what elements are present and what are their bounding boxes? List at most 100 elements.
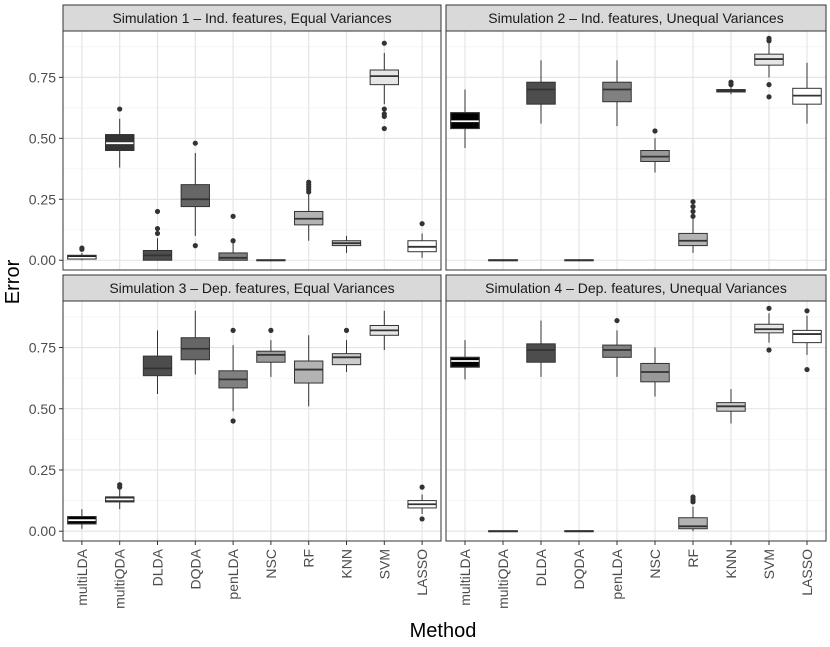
boxplot-SVM xyxy=(369,40,399,132)
outlier-point xyxy=(192,243,198,249)
boxplot-DLDA xyxy=(142,330,173,395)
x-tick-label: RF xyxy=(685,549,701,568)
x-tick-label: DQDA xyxy=(187,548,203,589)
boxplot-RF xyxy=(294,179,324,241)
boxplot-multiQDA xyxy=(105,106,135,168)
outlier-point xyxy=(614,317,620,324)
facet-strip-title: Simulation 1 – Ind. features, Equal Vari… xyxy=(112,10,391,26)
panels-layer: Simulation 1 – Ind. features, Equal Vari… xyxy=(62,4,827,542)
box-outline xyxy=(450,112,480,130)
x-tick-label: NSC xyxy=(647,549,663,579)
box-iqr xyxy=(218,252,248,261)
outlier-point xyxy=(419,221,425,227)
boxplot-multiQDA xyxy=(488,259,518,262)
box-iqr xyxy=(256,350,286,363)
box-outline xyxy=(67,254,97,260)
boxplot-DQDA xyxy=(180,310,210,375)
boxplot-multiLDA xyxy=(67,245,97,261)
outlier-point xyxy=(306,179,312,185)
x-tick-label: DLDA xyxy=(533,548,549,586)
x-tick-label: DLDA xyxy=(150,548,166,586)
boxplot-LASSO xyxy=(792,62,822,124)
y-tick-label: 0.75 xyxy=(29,69,56,85)
boxplot-multiLDA xyxy=(67,509,97,529)
boxplot-DLDA xyxy=(142,208,173,261)
facet-panel: Simulation 1 – Ind. features, Equal Vari… xyxy=(62,4,442,271)
outlier-point xyxy=(192,140,198,146)
x-tick-label: NSC xyxy=(263,549,279,579)
facet-panel: Simulation 3 – Dep. features, Equal Vari… xyxy=(62,274,442,542)
outlier-point xyxy=(804,308,810,314)
boxplot-DLDA xyxy=(526,320,556,377)
boxplot-KNN xyxy=(331,327,362,373)
box-outline xyxy=(105,134,135,152)
boxplot-KNN xyxy=(716,79,746,95)
boxplot-penLDA xyxy=(218,327,248,424)
boxplot-multiQDA xyxy=(105,482,135,510)
box-outline xyxy=(105,496,135,503)
x-tick-label: penLDA xyxy=(609,548,625,599)
boxplot-KNN xyxy=(716,389,746,424)
boxplot-LASSO xyxy=(792,308,822,373)
outlier-point xyxy=(690,213,696,219)
y-tick-label: 0.25 xyxy=(29,191,56,207)
box-outline xyxy=(488,530,518,533)
x-tick-label: RF xyxy=(301,549,317,568)
outlier-point xyxy=(419,516,425,522)
boxplot-SVM xyxy=(754,305,784,353)
box-outline xyxy=(450,356,480,368)
outlier-point xyxy=(381,106,387,112)
y-tick-label: 0.00 xyxy=(29,252,56,268)
outlier-point xyxy=(230,327,236,333)
y-tick-label: 0.00 xyxy=(29,523,56,539)
outlier-point xyxy=(766,35,772,41)
facet-strip-title: Simulation 4 – Dep. features, Unequal Va… xyxy=(485,280,787,296)
boxplot-penLDA xyxy=(218,213,248,261)
boxplot-NSC xyxy=(640,128,670,173)
boxplot-multiLDA xyxy=(450,89,480,149)
outlier-point xyxy=(154,208,161,215)
outlier-point xyxy=(690,208,696,215)
x-tick-label: multiQDA xyxy=(495,548,511,609)
outlier-point xyxy=(766,305,772,311)
x-tick-label: multiQDA xyxy=(112,548,128,609)
facet-panel: Simulation 4 – Dep. features, Unequal Va… xyxy=(445,274,827,542)
x-tick-label: KNN xyxy=(723,549,739,579)
boxplot-SVM xyxy=(754,35,784,100)
box-iqr xyxy=(792,329,822,344)
x-tick-label: penLDA xyxy=(225,548,241,599)
outlier-point xyxy=(117,482,123,488)
box-iqr xyxy=(526,343,556,363)
outlier-point xyxy=(230,238,236,244)
outlier-point xyxy=(154,225,161,232)
box-iqr xyxy=(678,517,708,530)
box-iqr xyxy=(142,355,173,377)
y-tick-label: 0.25 xyxy=(29,462,56,478)
y-tick-label: 0.50 xyxy=(29,401,56,417)
boxplot-NSC xyxy=(640,347,670,397)
boxplot-NSC xyxy=(256,327,286,377)
x-tick-label: SVM xyxy=(376,549,392,579)
facet-panel: Simulation 2 – Ind. features, Unequal Va… xyxy=(445,4,827,271)
outlier-point xyxy=(154,230,161,237)
facet-strip-title: Simulation 3 – Dep. features, Equal Vari… xyxy=(109,280,394,296)
x-tick-label: SVM xyxy=(761,549,777,579)
boxplot-DLDA xyxy=(526,60,556,124)
box-outline xyxy=(488,259,518,262)
y-tick-label: 0.50 xyxy=(29,130,56,146)
y-tick-label: 0.75 xyxy=(29,340,56,356)
box-iqr xyxy=(526,81,556,105)
boxplot-RF xyxy=(294,335,324,407)
outlier-point xyxy=(230,213,236,219)
outlier-point xyxy=(117,106,123,112)
box-iqr xyxy=(450,356,480,368)
outlier-point xyxy=(381,111,387,117)
boxplot-KNN xyxy=(331,235,362,253)
outlier-point xyxy=(690,494,696,500)
boxplot-LASSO xyxy=(407,484,437,522)
outlier-point xyxy=(804,366,810,373)
boxplot-penLDA xyxy=(602,60,632,127)
outlier-point xyxy=(268,327,274,333)
